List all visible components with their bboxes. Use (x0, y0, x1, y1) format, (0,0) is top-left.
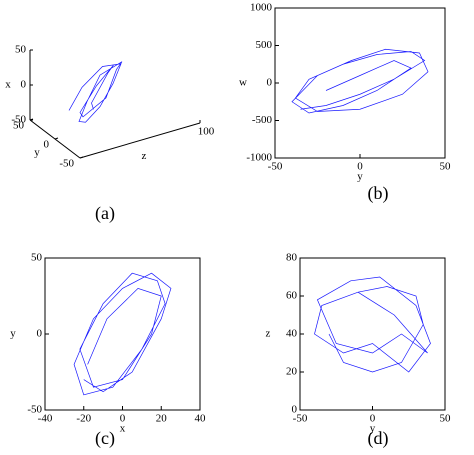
x-tick-label: -50 (293, 413, 308, 425)
x-axis-label: x (120, 423, 126, 435)
x-tick-label: -50 (268, 161, 283, 173)
x-axis-label: y (357, 171, 363, 183)
x-tick-label: 50 (440, 161, 452, 173)
y-tick-label: -50 (59, 158, 74, 170)
plot-frame (299, 257, 446, 411)
y-tick-label: -1000 (246, 152, 272, 164)
z-axis-line (79, 122, 201, 159)
x-tick-label: -40 (38, 413, 53, 425)
y-tick-label: 500 (256, 39, 273, 51)
y-axis-label: z (266, 328, 271, 340)
y-tick-label: 0 (44, 139, 50, 151)
trajectory (68, 61, 123, 123)
y-axis-label: y (34, 147, 40, 159)
panel-label: (c) (95, 428, 115, 449)
x-tick-label: 0 (357, 161, 363, 173)
x-tick-label: 40 (195, 413, 207, 425)
panel-label: (d) (368, 428, 389, 449)
y-tick-label: 40 (286, 328, 298, 340)
x-tick-label: 0 (120, 413, 126, 425)
x-tick-label: 50 (15, 44, 27, 56)
x-tick-label: 0 (21, 79, 27, 91)
trajectory (291, 48, 429, 114)
y-tick-label: 1000 (250, 2, 273, 14)
y-tick-label: 50 (31, 252, 43, 264)
y-axis-label: y (10, 328, 16, 340)
trajectory (314, 276, 431, 373)
x-tick-label: 20 (156, 413, 168, 425)
y-tick (54, 137, 59, 140)
y-tick-label: 20 (286, 366, 298, 378)
y-tick (29, 118, 34, 121)
x-axis-label: x (5, 79, 11, 91)
panel-label: (b) (368, 183, 389, 204)
x-tick-label: 50 (440, 413, 452, 425)
x-axis-label: y (370, 423, 376, 435)
z-axis-label: z (142, 150, 147, 162)
x-tick-label: -20 (76, 413, 91, 425)
y-tick-label: 0 (267, 77, 273, 89)
y-tick-label: 50 (13, 120, 25, 132)
y-tick-label: 80 (286, 252, 298, 264)
plot-frame (44, 257, 201, 411)
x-tick-label: 0 (370, 413, 376, 425)
x-tick-label: -50 (11, 114, 26, 126)
y-tick (79, 156, 84, 159)
plot-frame (274, 7, 446, 159)
panel-label: (a) (95, 203, 115, 224)
z-tick-label: 100 (198, 126, 215, 138)
y-tick-label: 0 (292, 404, 298, 416)
y-tick-label: -500 (252, 114, 273, 126)
y-tick-label: 60 (286, 290, 298, 302)
y-axis-label: w (239, 77, 247, 89)
trajectory (73, 272, 172, 396)
y-tick-label: -50 (27, 404, 42, 416)
y-tick-label: 0 (37, 328, 43, 340)
